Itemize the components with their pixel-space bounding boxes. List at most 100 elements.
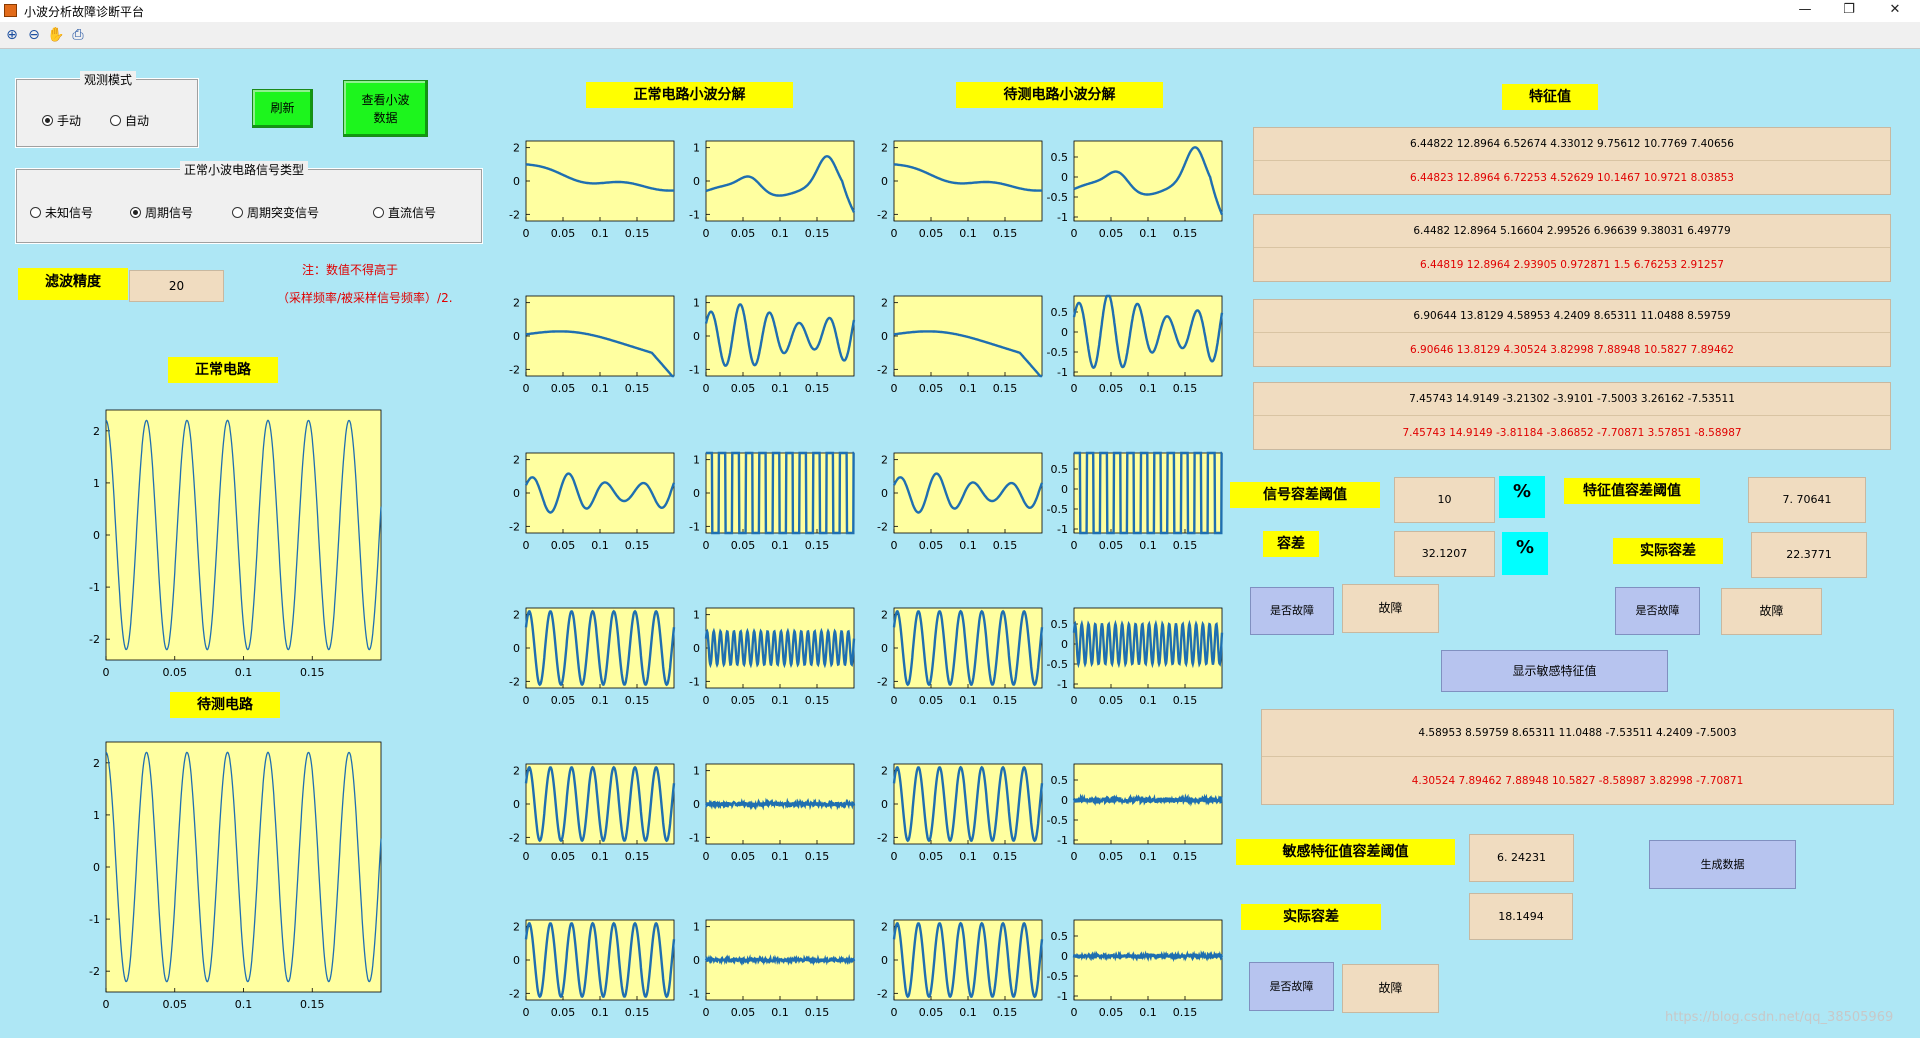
view-wavelet-data-button[interactable]: 查看小波数据	[343, 80, 428, 137]
zoom-out-icon[interactable]: ⊖	[28, 27, 40, 43]
x-tick-label: 0	[103, 666, 110, 679]
signal-line	[704, 954, 856, 966]
signal-type-panel: 正常小波电路信号类型 未知信号 周期信号 周期突变信号 直流信号	[15, 161, 483, 244]
y-tick-label: -1	[89, 913, 100, 926]
radio-circle-icon[interactable]	[130, 207, 141, 218]
sensitive-tol-threshold-label: 敏感特征值容差阈值	[1236, 839, 1455, 865]
feature-tol-threshold-input[interactable]: 7. 70641	[1748, 477, 1866, 523]
signal-line	[704, 303, 856, 367]
x-tick-label: 0.05	[163, 998, 188, 1011]
maximize-icon[interactable]: ❐	[1843, 2, 1855, 17]
radio-circle-icon[interactable]	[110, 115, 121, 126]
y-tick-label: 2	[513, 142, 520, 155]
sensitive-features-box: 4.58953 8.59759 8.65311 11.0488 -7.53511…	[1261, 709, 1894, 805]
radio-circle-icon[interactable]	[373, 207, 384, 218]
y-tick-label: -2	[89, 633, 100, 646]
signal-tol-threshold-input[interactable]: 10	[1394, 477, 1495, 523]
filter-precision-input[interactable]: 20	[129, 270, 224, 302]
x-tick-label: 0.15	[993, 694, 1018, 707]
x-tick-label: 0.1	[771, 694, 789, 707]
x-tick-label: 0.15	[805, 227, 830, 240]
x-tick-label: 0.1	[771, 227, 789, 240]
y-tick-label: 0	[513, 330, 520, 343]
radio-circle-icon[interactable]	[42, 115, 53, 126]
is-fault-button[interactable]: 是否故障	[1615, 587, 1700, 635]
is-fault-button[interactable]: 是否故障	[1249, 962, 1334, 1011]
x-tick-label: 0.15	[300, 998, 325, 1011]
is-fault-button[interactable]: 是否故障	[1250, 587, 1334, 635]
x-tick-label: 0	[1071, 694, 1078, 707]
x-tick-label: 0	[1071, 227, 1078, 240]
radio-dc-signal[interactable]: 直流信号	[373, 204, 436, 221]
x-tick-label: 0	[523, 694, 530, 707]
y-tick-label: 0	[693, 487, 700, 500]
show-sensitive-features-button[interactable]: 显示敏感特征值	[1441, 650, 1668, 692]
radio-manual[interactable]: 手动	[42, 112, 81, 129]
y-tick-label: 0	[881, 954, 888, 967]
x-tick-label: 0.05	[731, 382, 756, 395]
radio-circle-icon[interactable]	[30, 207, 41, 218]
radio-periodic-mutation-signal[interactable]: 周期突变信号	[232, 204, 319, 221]
actual-tol-label: 实际容差	[1613, 538, 1723, 564]
fault-result: 故障	[1342, 584, 1439, 633]
y-tick-label: -1	[1057, 366, 1068, 379]
x-tick-label: 0.05	[1099, 539, 1124, 552]
x-tick-label: 0.05	[919, 1006, 944, 1019]
y-tick-label: 1	[693, 454, 700, 467]
y-tick-label: -1	[1057, 211, 1068, 224]
axes-background	[1073, 763, 1223, 845]
radio-circle-icon[interactable]	[232, 207, 243, 218]
zoom-in-icon[interactable]: ⊕	[6, 27, 18, 43]
y-tick-label: 1	[93, 477, 100, 490]
x-tick-label: 0.1	[959, 694, 977, 707]
signal-line	[524, 472, 676, 514]
y-tick-label: -2	[509, 363, 520, 376]
radio-label: 周期突变信号	[247, 206, 320, 220]
y-tick-label: -1	[89, 581, 100, 594]
sensitive-row-normal: 4.58953 8.59759 8.65311 11.0488 -7.53511…	[1262, 710, 1893, 757]
y-tick-label: 2	[881, 609, 888, 622]
radio-periodic-signal[interactable]: 周期信号	[130, 204, 193, 221]
print-icon[interactable]: ⎙	[72, 27, 84, 43]
x-tick-label: 0	[891, 1006, 898, 1019]
x-tick-label: 0.1	[591, 850, 609, 863]
radio-auto[interactable]: 自动	[110, 112, 149, 129]
axes: 0 0.05 0.1 0.15 2 1 0 -1 -2	[89, 741, 382, 1011]
y-tick-label: -2	[877, 675, 888, 688]
x-tick-label: 0.1	[1139, 1006, 1157, 1019]
filter-note-line1: 注：数值不得高于	[302, 263, 399, 277]
signal-line	[526, 330, 674, 378]
close-icon[interactable]: ✕	[1889, 2, 1901, 17]
y-tick-label: 0	[93, 529, 100, 542]
x-tick-label: 0.05	[919, 227, 944, 240]
x-tick-label: 0.15	[805, 539, 830, 552]
pan-hand-icon[interactable]: ✋	[47, 27, 65, 43]
y-tick-label: 2	[513, 609, 520, 622]
x-tick-label: 0.05	[551, 539, 576, 552]
y-tick-label: 0	[693, 175, 700, 188]
x-tick-label: 0.05	[1099, 850, 1124, 863]
axes-background	[893, 452, 1043, 534]
minimize-icon[interactable]: —	[1798, 2, 1812, 17]
x-tick-label: 0.15	[625, 850, 650, 863]
y-tick-label: 2	[513, 297, 520, 310]
x-tick-label: 0.1	[959, 539, 977, 552]
sensitive-tol-threshold-input[interactable]: 6. 24231	[1469, 834, 1574, 882]
signal-line	[524, 921, 676, 999]
x-tick-label: 0.15	[805, 382, 830, 395]
feature-row-test: 6.44823 12.8964 6.72253 4.52629 10.1467 …	[1410, 171, 1734, 184]
refresh-button[interactable]: 刷新	[252, 89, 313, 128]
feature-row-normal: 7.45743 14.9149 -3.21302 -3.9101 -7.5003…	[1254, 383, 1890, 416]
y-tick-label: -0.5	[1047, 503, 1068, 516]
feature-row-normal: 6.90644 13.8129 4.58953 4.2409 8.65311 1…	[1254, 300, 1890, 333]
x-tick-label: 0.05	[551, 1006, 576, 1019]
radio-unknown-signal[interactable]: 未知信号	[30, 204, 93, 221]
y-tick-label: 0	[693, 798, 700, 811]
y-tick-label: 0	[513, 487, 520, 500]
y-tick-label: -2	[877, 363, 888, 376]
signal-line	[525, 163, 674, 192]
generate-data-button[interactable]: 生成数据	[1649, 840, 1796, 889]
y-tick-label: 0	[1061, 171, 1068, 184]
